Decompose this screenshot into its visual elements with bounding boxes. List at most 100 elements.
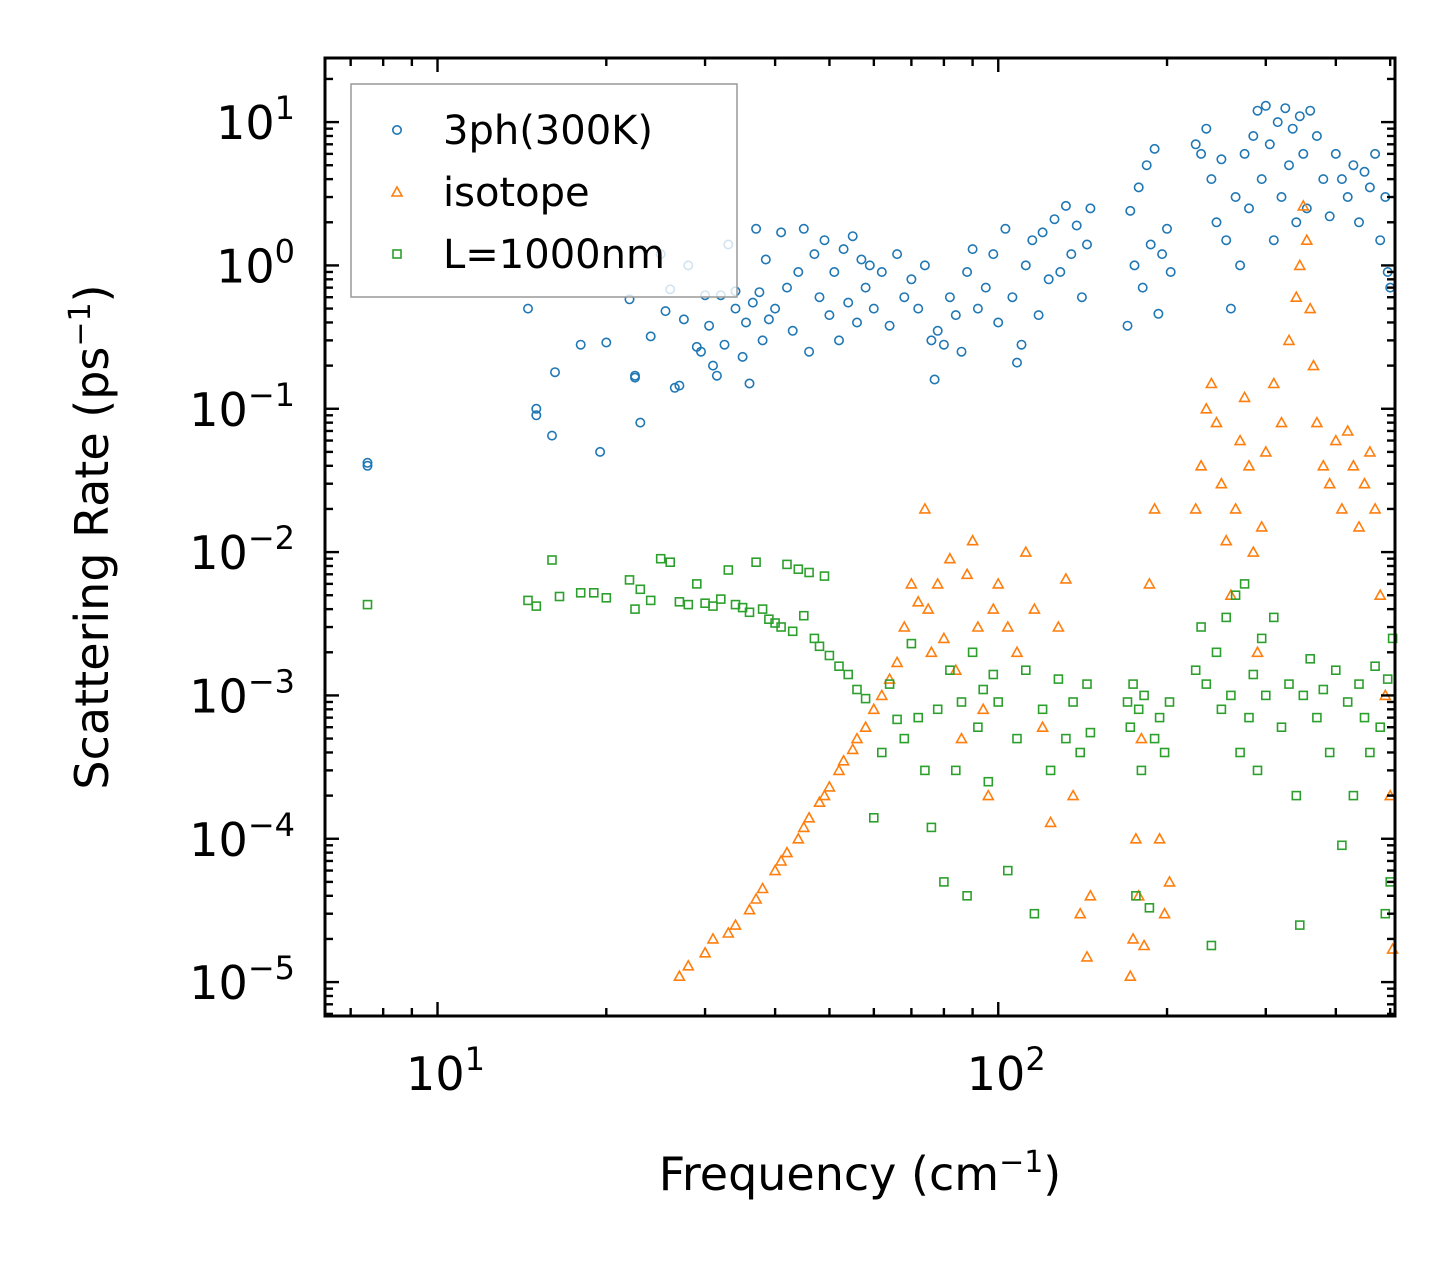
data-point (884, 320, 895, 331)
data-point (921, 602, 935, 614)
tick-labels: 101 102 101 100 10−1 10−2 10−3 10−4 10−5 (189, 89, 1045, 1101)
data-point (832, 763, 846, 776)
data-point (1305, 105, 1316, 116)
data-point (531, 410, 542, 421)
data-point (770, 303, 781, 314)
data-point (1211, 217, 1222, 228)
data-point (960, 567, 974, 580)
data-point (1252, 765, 1263, 776)
y-tick-label: 101 (216, 89, 295, 150)
data-point (819, 571, 830, 581)
data-point (945, 665, 955, 676)
data-point (1269, 612, 1279, 623)
data-point (943, 552, 957, 564)
data-point (721, 926, 735, 938)
data-point (1071, 220, 1082, 231)
data-point (1190, 139, 1201, 150)
data-point (1251, 645, 1264, 658)
data-point (624, 575, 635, 585)
data-point (838, 244, 849, 255)
data-point (645, 595, 656, 606)
data-point (1296, 199, 1310, 211)
data-point (1153, 832, 1166, 844)
data-point (719, 339, 730, 350)
data-point (1291, 790, 1302, 801)
data-point (674, 380, 685, 391)
data-point (813, 795, 826, 808)
data-point (708, 601, 718, 611)
x-tick-label: 102 (967, 1040, 1046, 1101)
data-point (1341, 424, 1355, 436)
data-point (1311, 131, 1322, 142)
data-point (756, 881, 769, 894)
data-point (798, 223, 809, 234)
data-point (1370, 148, 1381, 159)
data-point (1033, 310, 1044, 321)
data-point (1282, 333, 1296, 346)
data-point (1267, 376, 1281, 389)
data-point (1141, 160, 1152, 171)
data-point (1318, 174, 1329, 185)
data-point (575, 587, 586, 598)
data-point (1053, 674, 1064, 684)
data-point (1298, 690, 1309, 701)
data-point (1163, 875, 1176, 887)
data-point (655, 553, 666, 564)
data-point (1307, 358, 1320, 371)
y-tick-label: 100 (216, 232, 295, 293)
data-point (860, 693, 871, 704)
data-point (531, 601, 542, 611)
data-point (1194, 459, 1208, 471)
data-point (1368, 502, 1382, 514)
data-point (678, 314, 689, 325)
data-point (932, 704, 943, 715)
data-point (1364, 182, 1375, 193)
y-tick-label: 10−4 (189, 806, 295, 867)
data-point (920, 765, 930, 776)
data-point (931, 577, 945, 589)
data-point (868, 812, 879, 823)
data-point (1012, 733, 1022, 744)
data-point (1261, 690, 1271, 701)
legend: 3ph(300K) isotope L=1000nm (350, 83, 738, 298)
data-point (1149, 143, 1160, 154)
data-point (804, 567, 814, 578)
data-point (1221, 235, 1232, 246)
data-point (1244, 712, 1254, 723)
data-point (843, 297, 854, 308)
data-point (601, 337, 612, 348)
data-point (1036, 720, 1049, 733)
data-point (711, 370, 722, 381)
data-point (1255, 520, 1269, 532)
data-point (698, 946, 712, 958)
y-tick-label: 10−3 (189, 662, 295, 723)
data-point (1016, 339, 1027, 350)
data-point (868, 303, 879, 314)
data-point (926, 822, 937, 833)
data-point (760, 254, 771, 265)
data-point (730, 599, 741, 610)
data-point (937, 631, 951, 644)
data-point (362, 599, 373, 610)
data-point (1233, 433, 1247, 446)
data-point (925, 645, 938, 658)
data-point (730, 303, 741, 314)
data-point (715, 594, 726, 604)
data-point (1139, 690, 1149, 701)
legend-label: isotope (443, 170, 590, 216)
data-point (1268, 235, 1279, 246)
data-point (757, 335, 768, 346)
data-point (1219, 534, 1233, 546)
data-point (1284, 679, 1294, 689)
data-point (1010, 645, 1024, 658)
data-point (782, 559, 792, 570)
data-point (944, 292, 955, 303)
data-point (978, 684, 989, 695)
data-point (629, 372, 640, 383)
data-point (1085, 203, 1096, 214)
data-point (1303, 301, 1317, 314)
data-point (956, 697, 967, 707)
data-point (1165, 266, 1176, 277)
data-point (1135, 731, 1148, 744)
data-point (751, 557, 761, 568)
